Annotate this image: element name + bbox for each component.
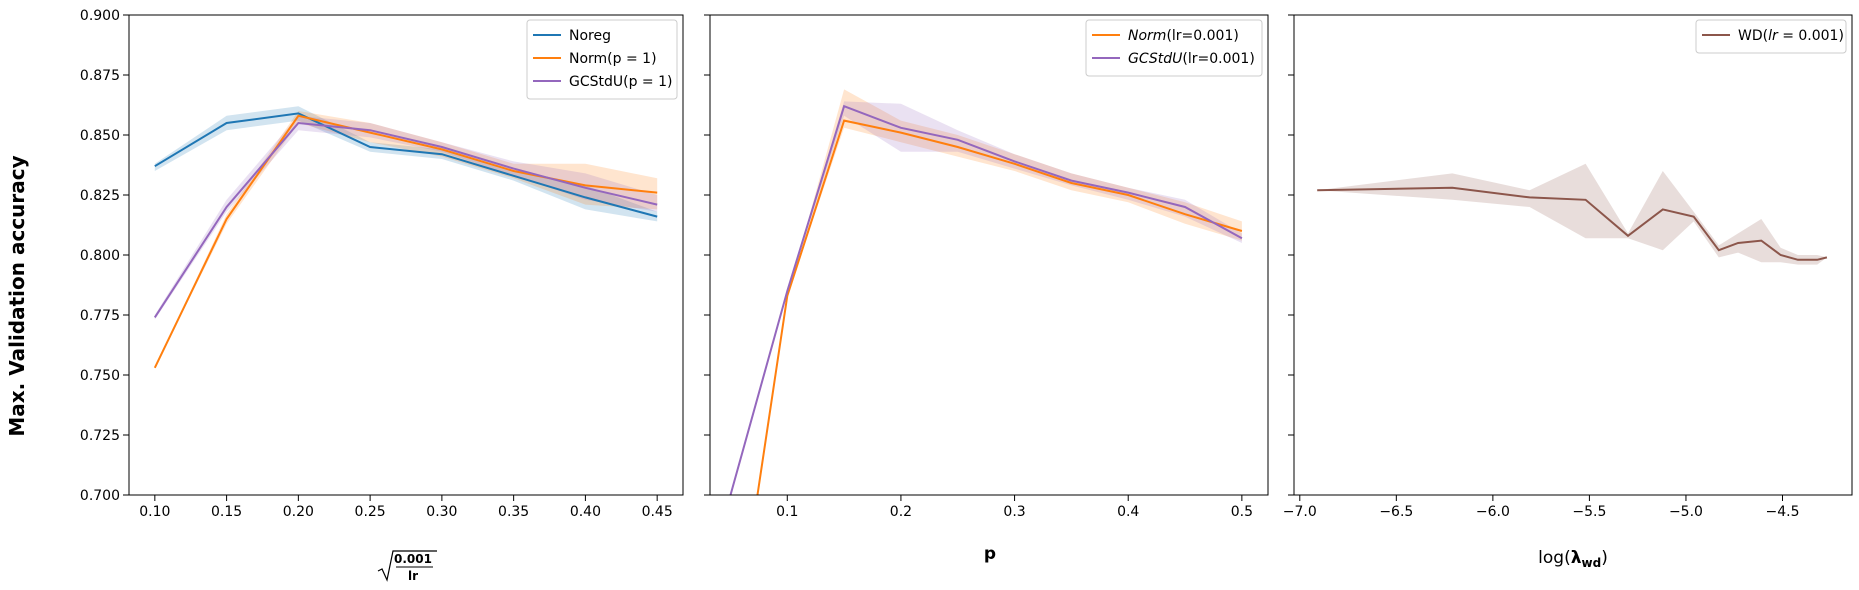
plot-area-1 [153,106,658,369]
x-tick-label: 0.4 [1117,504,1139,520]
x-tick-label: 0.1 [776,504,798,520]
x-tick-label: 0.5 [1231,504,1253,520]
xlabel-1-denominator: lr [408,569,418,583]
xlabel-panel-3: log(λwd) [1538,548,1608,570]
x-tick-label: 0.15 [211,504,242,520]
x-tick-label: −5.0 [1669,504,1703,520]
band-2-1 [757,89,1242,495]
x-tick-label: 0.45 [642,504,673,520]
xlabel-3-pre: log( [1538,548,1571,568]
legend-label: GCStdU(lr=0.001) [1128,51,1255,67]
line-2-2 [729,104,1243,495]
y-tick-label: 0.750 [80,368,120,384]
frame-2 [709,14,1269,496]
legend-3: WD(lr = 0.001) [1695,19,1847,54]
x-tick-label: −4.5 [1765,504,1799,520]
panels-layer: 0.700 0.725 0.750 0.775 0.800 0.825 0.850 0.875… [80,8,1853,520]
panel-2: 0.1 0.2 0.3 0.4 0.5 Norm(lr=0.001) GCStdU(lr=0… [704,14,1269,520]
y-tick-label: 0.900 [80,8,120,24]
xlabel-panel-2: p [984,544,996,564]
line-1-1 [154,112,658,218]
x-tick-label: −5.5 [1572,504,1606,520]
legend-1: Noreg Norm(p = 1) GCStdU(p = 1) [526,19,678,100]
xlabel-3-lambda: λ [1571,548,1582,568]
line-1-2 [153,114,658,369]
legend-label: Norm(p = 1) [569,51,657,67]
y-tick-label: 0.700 [80,488,120,504]
y-tick-label: 0.800 [80,248,120,264]
xlabel-1-numerator: 0.001 [394,552,432,566]
legend-label: Norm(lr=0.001) [1128,28,1239,44]
legend-label: WD(lr = 0.001) [1738,28,1844,44]
y-tick-label: 0.850 [80,128,120,144]
plot-area-2 [729,89,1243,495]
y-tick-label: 0.725 [80,428,120,444]
x-tick-label: 0.2 [890,504,912,520]
legend-2: Norm(lr=0.001) GCStdU(lr=0.001) [1085,19,1263,77]
legend-label: Noreg [569,28,611,44]
xlabel-3-sub: wd [1582,556,1602,570]
legend-box [526,19,678,100]
x-tick-label: 0.40 [570,504,601,520]
panel-1: 0.700 0.725 0.750 0.775 0.800 0.825 0.850 0.875… [80,8,684,520]
band-1-1 [154,106,658,222]
x-tick-label: 0.35 [498,504,529,520]
panel-3: −7.0 −6.5 −6.0 −5.5 −5.0 −4.5 WD(lr = 0.001) [1283,14,1853,520]
x-tick-label: 0.10 [139,504,170,520]
line-1-3 [153,121,658,318]
x-tick-label: 0.25 [355,504,386,520]
line-3-1 [1317,186,1828,261]
x-tick-label: 0.30 [426,504,457,520]
xlabel-panel-1: 0.001 lr [377,550,437,583]
x-tick-label: −6.0 [1476,504,1510,520]
x-tick-label: 0.20 [283,504,314,520]
band-1-3 [154,115,658,320]
xlabel-3-post: ) [1601,548,1608,568]
y-tick-label: 0.875 [80,68,120,84]
legend-box [1695,19,1847,54]
x-tick-label: −7.0 [1283,504,1317,520]
legend-label: GCStdU(p = 1) [569,74,672,90]
x-tick-label: 0.3 [1003,504,1025,520]
figure-ylabel: Max. Validation accuracy [5,155,29,436]
legend-box [1085,19,1263,77]
x-tick-label: −6.5 [1379,504,1413,520]
band-3-1 [1317,163,1827,265]
line-2-1 [756,119,1243,495]
y-tick-label: 0.825 [80,188,120,204]
y-tick-label: 0.775 [80,308,120,324]
plot-area-3 [1317,163,1828,265]
